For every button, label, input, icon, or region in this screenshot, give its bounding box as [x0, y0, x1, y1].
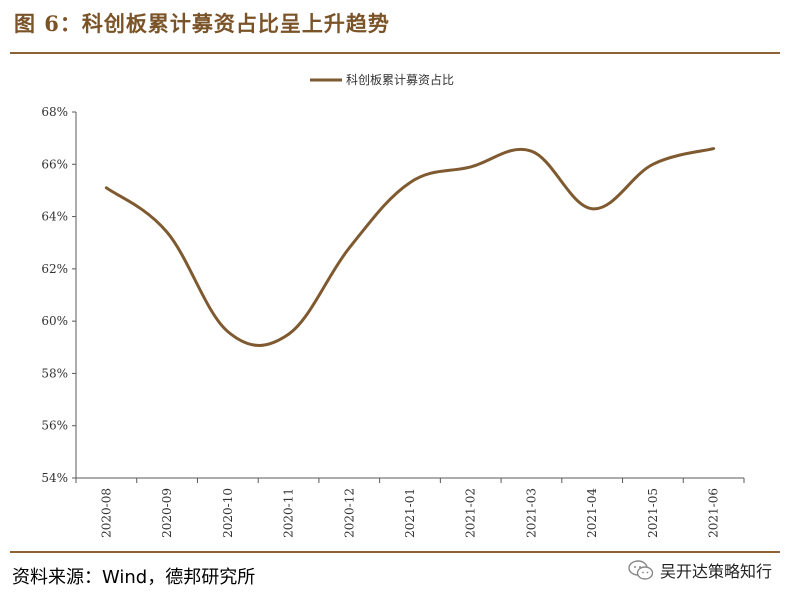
y-tick-label: 62%: [41, 262, 68, 276]
x-tick-label: 2021-05: [646, 488, 660, 538]
series-line: [104, 147, 716, 347]
x-axis: 2020-08 2020-09 2020-10 2020-11 2020-12 2021-…: [75, 477, 745, 538]
y-tick-label: 68%: [41, 105, 68, 119]
y-axis: 54% 56% 58% 60% 62% 64% 66% 68%: [41, 105, 77, 485]
y-tick-label: 66%: [41, 157, 68, 171]
y-tick-label: 54%: [41, 471, 68, 485]
line-chart: 科创板累计募资占比 54% 56% 58% 60% 62% 64% 66% 68% 2020-…: [41, 72, 745, 538]
y-tick-label: 64%: [41, 210, 68, 224]
figure-title: 图 6：科创板累计募资占比呈上升趋势: [14, 11, 390, 36]
y-tick-label: 60%: [41, 314, 68, 328]
top-divider: [10, 52, 780, 54]
y-tick-label: 58%: [41, 366, 68, 380]
x-tick-label: 2020-09: [160, 488, 174, 538]
x-tick-label: 2020-08: [99, 488, 113, 538]
x-tick-label: 2021-03: [524, 488, 538, 538]
legend-label: 科创板累计募资占比: [346, 72, 454, 87]
wechat-icon: [628, 560, 654, 580]
watermark: 吴开达策略知行: [628, 558, 772, 582]
x-tick-label: 2020-10: [221, 488, 235, 538]
watermark-text: 吴开达策略知行: [659, 562, 772, 581]
x-tick-label: 2020-12: [342, 488, 356, 538]
x-tick-label: 2021-06: [707, 488, 721, 538]
source-note: 资料来源：Wind，德邦研究所: [12, 567, 256, 588]
y-tick-label: 56%: [41, 419, 68, 433]
legend: 科创板累计募资占比: [310, 72, 454, 87]
x-tick-label: 2021-01: [403, 488, 417, 538]
x-tick-label: 2021-04: [585, 488, 599, 538]
x-tick-label: 2020-11: [282, 488, 296, 538]
x-tick-label: 2021-02: [464, 488, 478, 538]
bottom-divider: [10, 551, 780, 553]
